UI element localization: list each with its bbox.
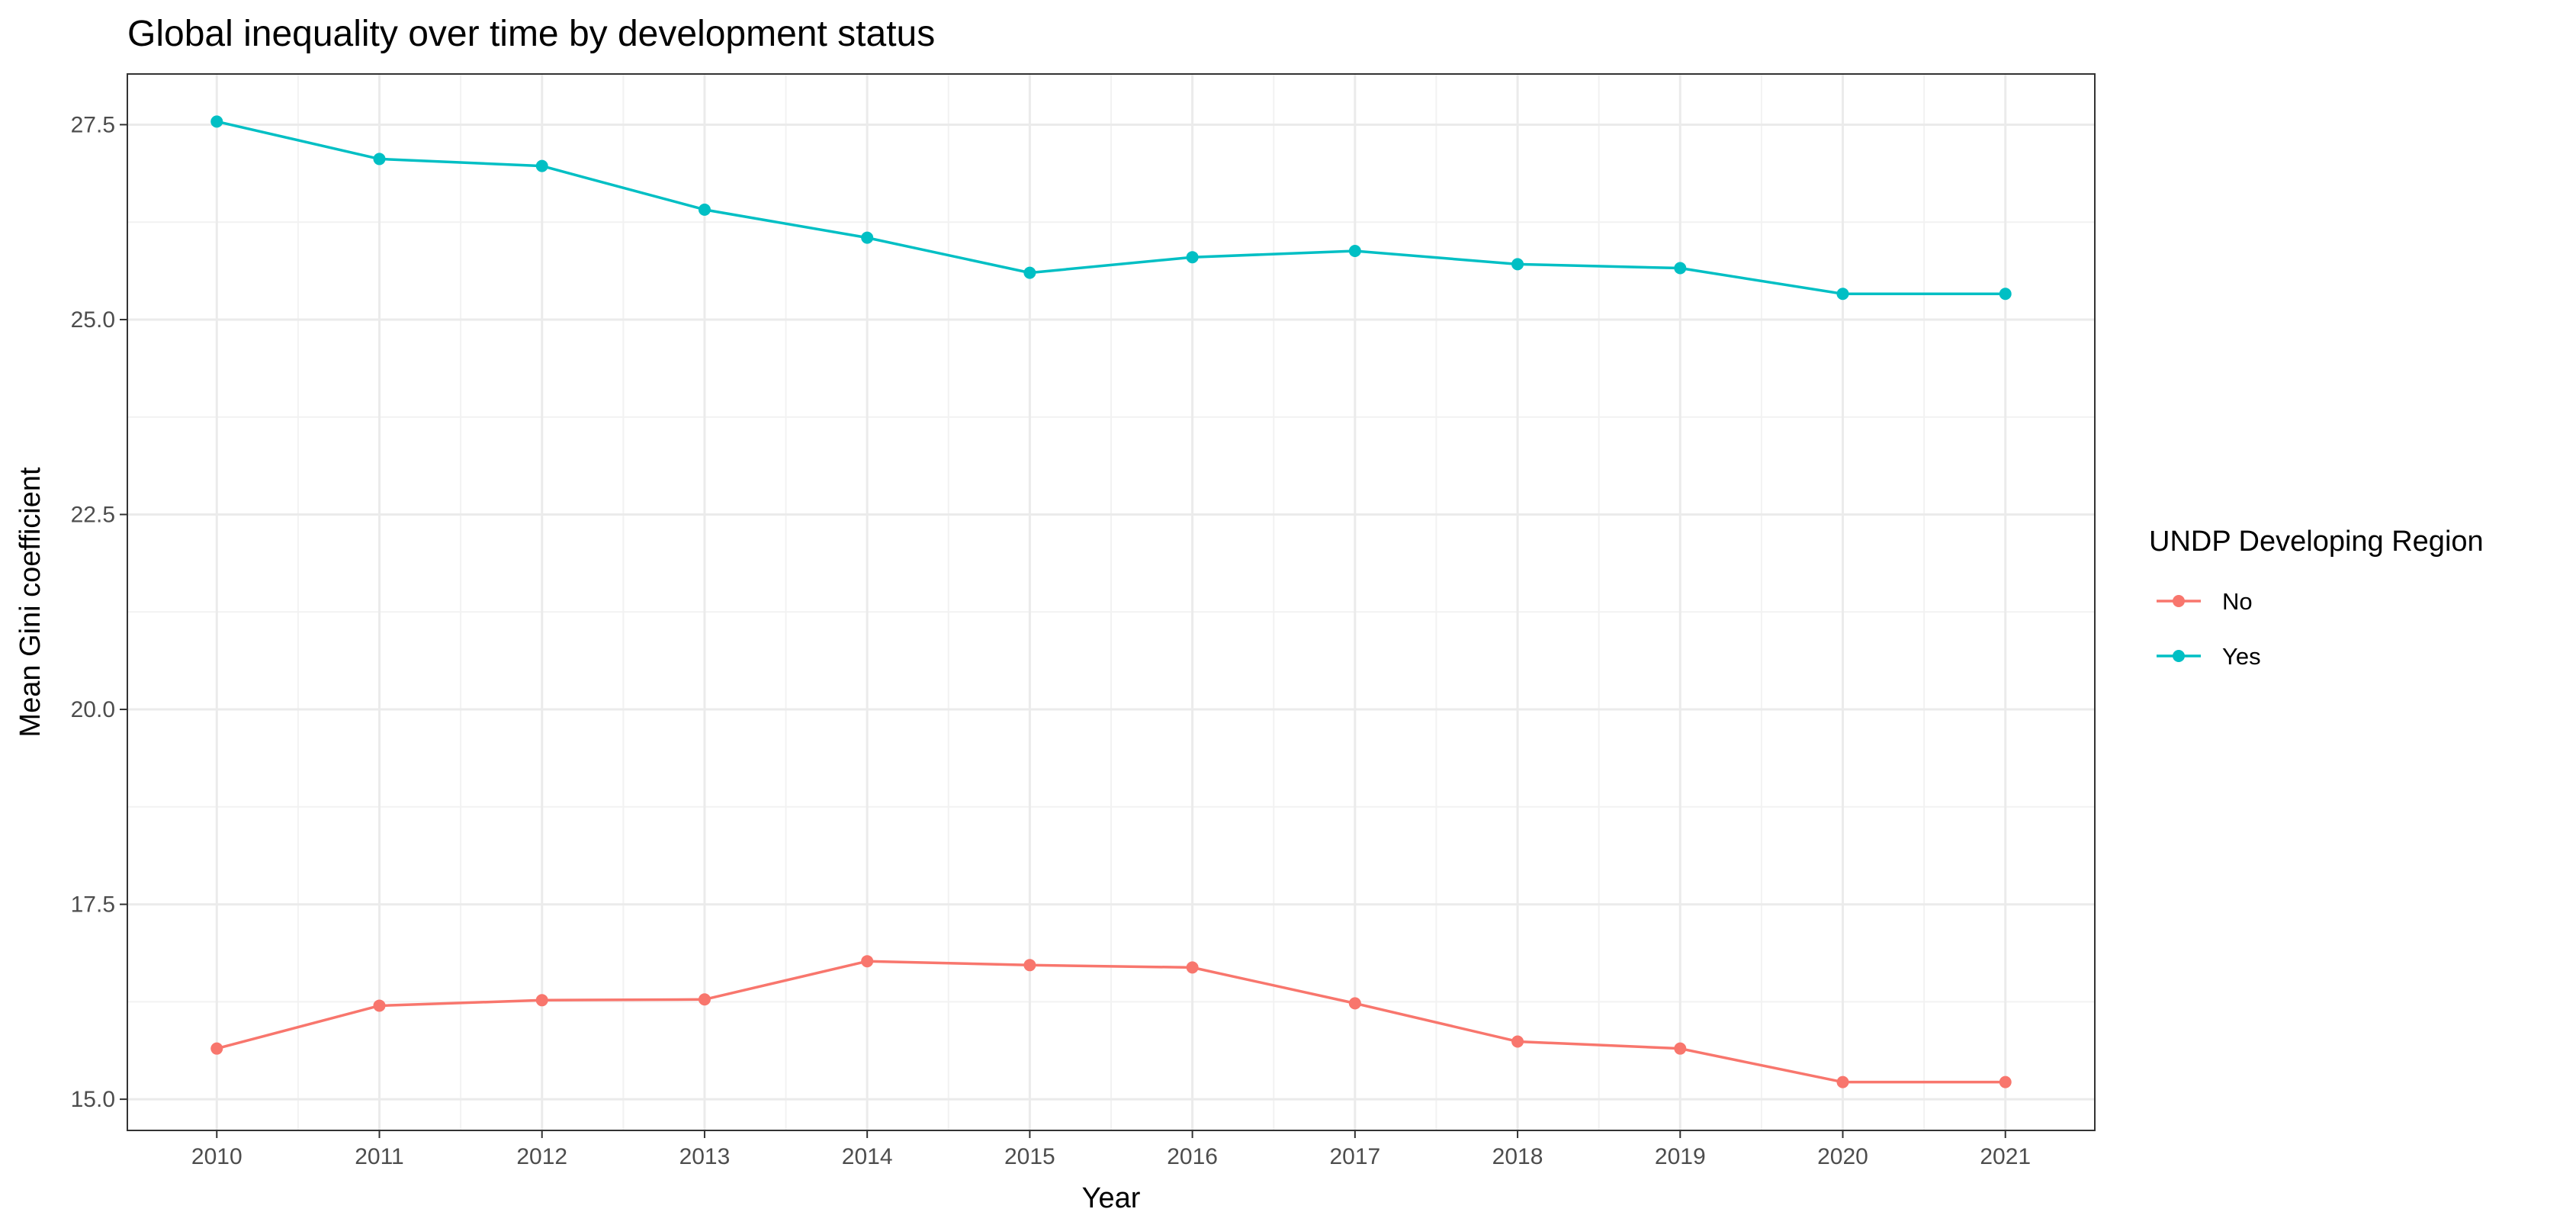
legend-item-no: No: [2157, 588, 2253, 615]
legend-item-yes: Yes: [2157, 643, 2261, 670]
y-tick-label: 17.5: [71, 892, 115, 918]
data-point-no: [535, 994, 548, 1007]
y-tick-label: 15.0: [71, 1087, 115, 1112]
data-point-no: [1999, 1075, 2012, 1088]
series-line-no: [216, 960, 2006, 1084]
data-point-no: [1186, 961, 1199, 974]
series-layer: [210, 115, 2012, 1088]
data-point-yes: [698, 203, 711, 216]
data-point-yes: [535, 159, 548, 172]
series-line-yes: [216, 120, 2006, 295]
y-tick-label: 27.5: [71, 112, 115, 137]
data-point-yes: [373, 153, 386, 166]
data-point-no: [1674, 1042, 1687, 1055]
x-tick-label: 2015: [1004, 1144, 1055, 1169]
legend-items: No Yes: [2157, 588, 2261, 670]
data-point-no: [373, 999, 386, 1012]
y-axis-title: Mean Gini coefficient: [14, 467, 47, 738]
data-point-yes: [1023, 266, 1036, 279]
y-tick-label: 22.5: [71, 503, 115, 528]
data-point-yes: [1836, 288, 1849, 301]
data-point-yes: [1186, 251, 1199, 264]
data-point-no: [210, 1042, 223, 1055]
x-tick-label: 2016: [1167, 1144, 1218, 1169]
data-point-no: [1023, 959, 1036, 972]
x-tick-label: 2021: [1980, 1144, 2031, 1169]
x-tick-label: 2014: [842, 1144, 893, 1169]
data-point-yes: [1674, 262, 1687, 275]
x-axis-title: Year: [1082, 1182, 1141, 1214]
data-point-yes: [861, 231, 874, 244]
y-tick-label: 25.0: [71, 307, 115, 333]
x-tick-label: 2011: [355, 1144, 404, 1169]
plot-panel-border: [127, 73, 2096, 1131]
legend-label: No: [2222, 588, 2253, 615]
grid-layer: [127, 74, 2095, 1130]
x-tick-label: 2019: [1655, 1144, 1706, 1169]
legend-title: UNDP Developing Region: [2149, 526, 2484, 558]
data-point-yes: [1999, 288, 2012, 301]
data-point-no: [1511, 1035, 1524, 1048]
legend-key-point: [2173, 650, 2185, 662]
data-point-no: [1836, 1075, 1849, 1088]
data-point-yes: [210, 115, 223, 128]
data-point-no: [698, 993, 711, 1006]
x-tick-label: 2012: [516, 1144, 567, 1169]
x-tick-label: 2020: [1817, 1144, 1868, 1169]
x-tick-label: 2010: [191, 1144, 243, 1169]
legend-label: Yes: [2222, 643, 2261, 670]
data-point-no: [861, 955, 874, 968]
x-tick-label: 2018: [1492, 1144, 1543, 1169]
data-point-no: [1348, 997, 1361, 1010]
legend: UNDP Developing Region No Yes: [2149, 526, 2484, 670]
data-point-yes: [1348, 245, 1361, 258]
legend-key-point: [2173, 595, 2185, 607]
y-tick-label: 20.0: [71, 697, 115, 722]
axis-layer: 15.0 17.5 20.0 22.5 25.0 27.5 2010 2011 2012 2013…: [71, 112, 2031, 1169]
x-tick-label: 2017: [1329, 1144, 1380, 1169]
chart-title: Global inequality over time by developme…: [127, 14, 935, 54]
data-point-yes: [1511, 258, 1524, 271]
x-tick-label: 2013: [679, 1144, 731, 1169]
